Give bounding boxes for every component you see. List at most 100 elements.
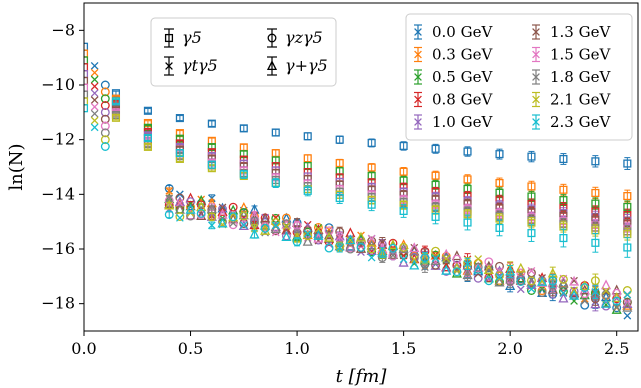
marker xyxy=(569,286,579,296)
x-tick-label: 1.5 xyxy=(391,339,416,358)
marker xyxy=(313,235,323,245)
legend-marker xyxy=(532,73,540,81)
y-axis-label: ln(N) xyxy=(6,143,27,190)
marker xyxy=(623,159,632,168)
marker xyxy=(463,147,472,156)
x-tick-label: 2.0 xyxy=(497,339,522,358)
y-tick-label: −14 xyxy=(41,184,75,203)
marker xyxy=(399,242,409,252)
marker xyxy=(90,109,99,118)
marker xyxy=(335,243,344,252)
marker xyxy=(239,124,248,133)
marker xyxy=(185,203,196,214)
marker xyxy=(175,148,184,158)
marker xyxy=(378,238,387,247)
marker xyxy=(282,222,291,231)
marker xyxy=(90,75,99,84)
legend-item: 0.5 GeV xyxy=(414,68,493,86)
shape-legend-marker xyxy=(165,62,173,70)
marker xyxy=(100,142,110,151)
x-tick-label: 0.0 xyxy=(71,339,96,358)
marker xyxy=(165,194,174,203)
marker xyxy=(495,273,504,281)
marker xyxy=(176,199,184,207)
marker xyxy=(271,221,280,230)
marker xyxy=(410,255,419,264)
marker xyxy=(505,265,516,276)
marker xyxy=(579,280,590,291)
legend-item: 1.0 GeV xyxy=(414,113,493,131)
marker xyxy=(367,244,377,254)
marker xyxy=(590,298,601,309)
marker xyxy=(473,262,483,272)
marker xyxy=(558,292,569,303)
legend-marker xyxy=(414,95,422,104)
marker xyxy=(84,76,89,85)
marker xyxy=(387,248,399,259)
marker xyxy=(100,121,110,131)
marker xyxy=(84,56,89,65)
marker xyxy=(494,276,505,287)
marker xyxy=(431,254,440,263)
marker xyxy=(569,289,580,300)
marker xyxy=(228,202,238,212)
marker xyxy=(463,259,472,268)
y-axis-ticks: −8 −10 −12 −14 −16 −18 xyxy=(41,20,84,313)
marker xyxy=(516,268,526,278)
marker xyxy=(355,242,367,253)
marker xyxy=(218,203,227,212)
marker xyxy=(388,243,398,253)
marker xyxy=(90,123,99,132)
marker xyxy=(84,49,89,58)
marker xyxy=(399,206,408,216)
marker xyxy=(367,163,376,172)
marker xyxy=(442,254,451,263)
legend-label: 0.3 GeV xyxy=(432,46,493,64)
marker xyxy=(335,193,344,203)
marker xyxy=(292,237,302,247)
x-tick-label: 2.5 xyxy=(604,339,629,358)
shape-legend-marker xyxy=(267,33,277,43)
marker xyxy=(175,114,184,123)
marker xyxy=(622,301,633,312)
marker xyxy=(84,104,89,113)
shape-legend-label: γ5 xyxy=(182,28,202,47)
marker xyxy=(281,231,292,242)
marker xyxy=(622,298,633,309)
marker xyxy=(623,192,632,201)
marker xyxy=(527,182,536,191)
marker xyxy=(600,279,612,290)
legend-item: 2.3 GeV xyxy=(532,113,611,131)
marker xyxy=(473,263,484,274)
marker xyxy=(399,141,408,151)
marker xyxy=(537,288,547,297)
marker xyxy=(516,277,526,286)
marker xyxy=(474,255,483,263)
marker xyxy=(260,224,271,235)
marker xyxy=(495,223,504,232)
marker xyxy=(196,210,207,221)
marker xyxy=(558,274,568,284)
marker xyxy=(590,276,600,286)
marker xyxy=(484,276,494,286)
marker xyxy=(612,296,622,306)
marker xyxy=(515,274,526,285)
marker xyxy=(111,97,121,106)
shape-legend-marker xyxy=(164,33,174,43)
marker xyxy=(335,233,344,241)
marker xyxy=(324,237,334,247)
marker xyxy=(494,265,505,276)
marker xyxy=(143,106,152,115)
marker xyxy=(165,187,174,195)
legend-item: 0.0 GeV xyxy=(414,23,493,41)
marker xyxy=(271,179,280,188)
marker xyxy=(281,219,291,229)
marker xyxy=(90,68,99,77)
shape-legend-label: γzγ5 xyxy=(285,28,323,47)
marker xyxy=(622,286,632,295)
legend-label: 2.1 GeV xyxy=(550,91,611,109)
shape-legend-label: γ+γ5 xyxy=(285,56,328,75)
marker xyxy=(527,152,536,161)
marker xyxy=(143,142,152,151)
marker xyxy=(441,254,451,264)
